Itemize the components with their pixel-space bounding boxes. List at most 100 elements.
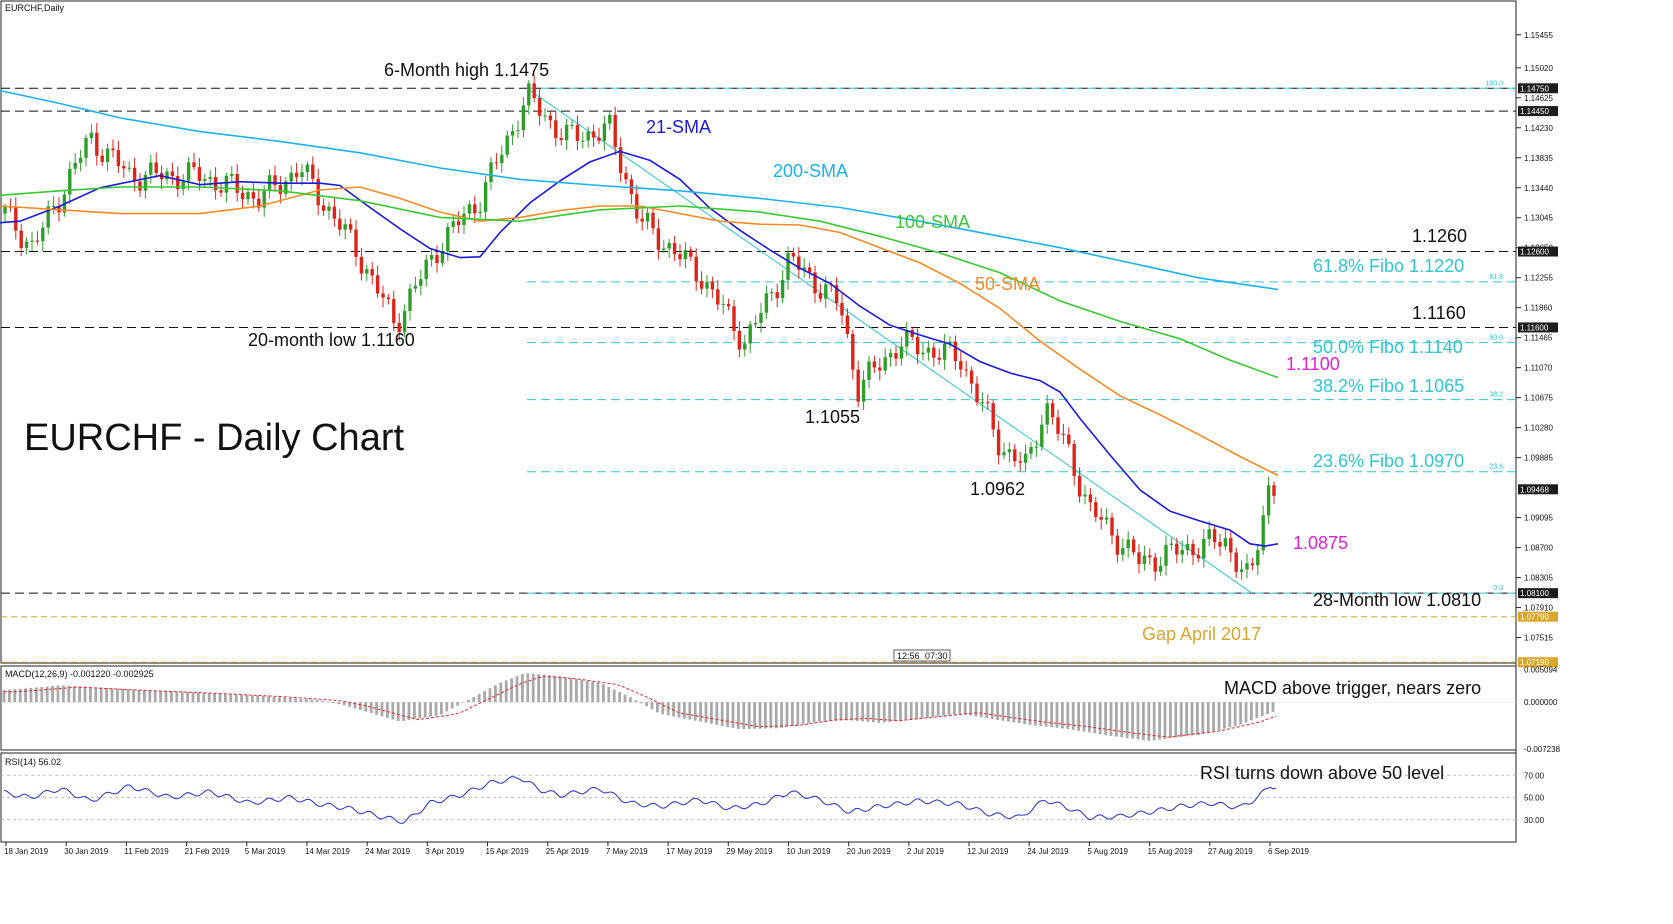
macd-histogram-bar	[143, 689, 146, 703]
time-tick-label: 5 Mar 2019	[245, 847, 286, 856]
macd-histogram-bar	[510, 678, 513, 703]
macd-histogram-bar	[369, 702, 373, 714]
macd-histogram-bar	[931, 702, 935, 717]
time-tick-label: 10 Jun 2019	[786, 847, 831, 856]
time-tick-label: 2 Jul 2019	[907, 847, 944, 856]
candle-body	[116, 150, 121, 167]
macd-histogram-bar	[429, 702, 432, 717]
macd-histogram-bar	[213, 693, 216, 703]
ma-line-200-sma	[0, 89, 1279, 291]
price-tick-label: 1.15455	[1524, 31, 1553, 40]
candle-body	[926, 347, 931, 353]
time-tick-label: 14 Mar 2019	[305, 847, 350, 856]
macd-series: 0.005094 0.000000 -0.007238	[1, 665, 1561, 754]
macd-histogram-bar	[834, 702, 837, 721]
macd-histogram-bar	[855, 702, 859, 721]
candle-body	[338, 218, 342, 230]
price-tag-box	[1518, 588, 1558, 599]
candle-body	[343, 224, 347, 230]
macd-signal-line	[4, 675, 1277, 738]
macd-histogram-bar	[569, 678, 573, 703]
macd-histogram-bar	[634, 700, 638, 703]
macd-histogram-bar	[1250, 702, 1253, 721]
time-tick-label: 5 Aug 2019	[1087, 847, 1128, 856]
candle-body	[1142, 555, 1147, 565]
time-tick-label: 6 Sep 2019	[1268, 847, 1309, 856]
macd-histogram-bar	[942, 702, 945, 716]
price-tick-label: 1.07515	[1524, 634, 1553, 643]
price-tag-box	[1518, 246, 1558, 257]
price-tick-label: 1.12255	[1524, 274, 1553, 283]
candle-body	[1083, 494, 1087, 497]
price-tick-label: 1.14230	[1524, 124, 1553, 133]
macd-histogram-bar	[391, 702, 395, 720]
macd-histogram-bar	[207, 692, 211, 703]
candle-body	[1153, 557, 1157, 572]
macd-histogram-bar	[35, 687, 38, 703]
macd-histogram-bar	[575, 678, 578, 703]
macd-histogram-bar	[305, 699, 308, 703]
time-tick-label: 7 May 2019	[606, 847, 648, 856]
price-tag-label: 1.08100	[1520, 589, 1549, 598]
macd-histogram-bar	[742, 702, 746, 730]
macd-histogram-bar	[526, 673, 530, 703]
price-tick-label: 1.13440	[1524, 184, 1553, 193]
ma-line-21-sma	[0, 150, 1279, 547]
candle-body	[284, 181, 288, 194]
candle-body	[1223, 538, 1228, 547]
macd-histogram-bar	[839, 702, 843, 721]
macd-histogram-bar	[278, 697, 281, 703]
macd-histogram-bar	[321, 700, 324, 703]
candle-body	[905, 330, 909, 347]
macd-histogram-bar	[245, 695, 249, 703]
candle-body	[1067, 434, 1071, 444]
price-tag-box	[1518, 484, 1558, 495]
candle-body	[1050, 403, 1055, 418]
macd-histogram-bar	[175, 691, 179, 703]
candle-body	[932, 347, 936, 358]
macd-histogram-bar	[607, 686, 611, 703]
price-tag-label: 1.14750	[1520, 84, 1549, 93]
macd-histogram-bar	[737, 702, 740, 730]
macd-histogram-bar	[488, 688, 492, 703]
price-tick-label: 1.10675	[1524, 394, 1553, 403]
macd-histogram-bar	[974, 702, 978, 717]
macd-histogram-bar	[580, 679, 584, 703]
fibo-label-0: 100.0	[1485, 80, 1503, 87]
candle-body	[726, 303, 731, 307]
macd-histogram-bar	[29, 687, 33, 703]
candle-body	[570, 124, 574, 126]
macd-histogram-bar	[353, 702, 357, 709]
candle-body	[732, 306, 736, 331]
candle-body	[483, 182, 488, 212]
macd-histogram-bar	[1228, 702, 1232, 728]
candle-body	[1158, 565, 1163, 572]
macd-histogram-bar	[801, 702, 805, 725]
macd-histogram-bar	[110, 688, 114, 703]
price-tag-label: 1.12600	[1520, 248, 1549, 257]
candle-body	[41, 227, 45, 242]
macd-histogram-bar	[18, 688, 22, 703]
macd-histogram-bar	[456, 702, 459, 706]
candle-body	[618, 147, 623, 174]
candle-body	[24, 241, 29, 248]
candle-body	[122, 166, 126, 169]
macd-histogram-bar	[1098, 702, 1102, 735]
candle-body	[1121, 548, 1125, 555]
candle-body	[964, 369, 968, 371]
macd-histogram-bar	[159, 690, 162, 703]
candle-body	[991, 403, 995, 430]
candle-body	[1131, 539, 1136, 553]
candle-body	[559, 138, 563, 141]
candle-body	[888, 353, 893, 358]
macd-histogram-bar	[78, 686, 81, 703]
macd-histogram-bar	[116, 688, 119, 703]
price-tick-label: 1.13045	[1524, 214, 1553, 223]
candle-body	[489, 162, 493, 183]
candle-body	[1040, 424, 1044, 447]
rsi-tick-label: 70.00	[1524, 771, 1545, 780]
macd-histogram-bar	[558, 676, 562, 703]
macd-histogram-bar	[769, 702, 773, 729]
macd-histogram-bar	[1125, 702, 1129, 739]
macd-histogram-bar	[440, 702, 443, 715]
